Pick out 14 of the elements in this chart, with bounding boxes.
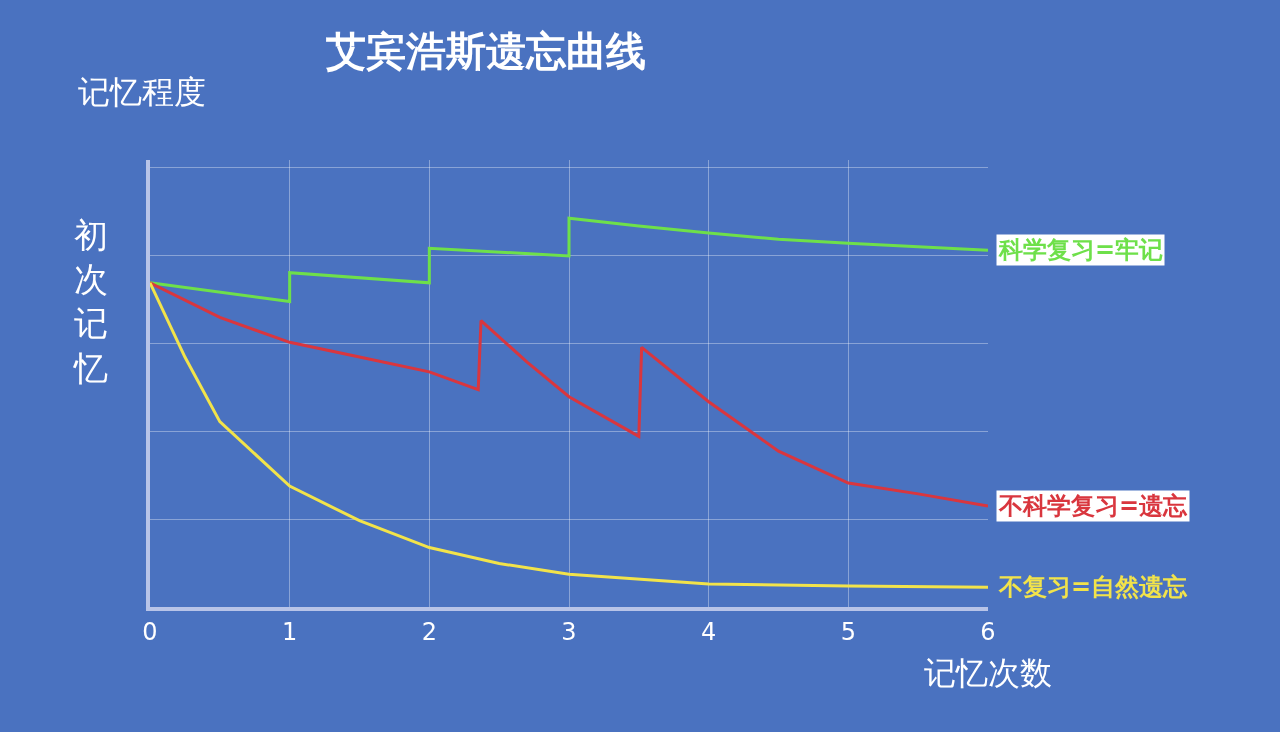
x-tick-label: 4 [701,617,717,646]
x-tick-label: 3 [561,617,577,646]
chart-title: 艾宾浩斯遗忘曲线 [326,27,647,74]
text: 初次记忆 [73,215,108,388]
x-tick-label: 5 [840,617,856,646]
x-tick-label: 1 [282,617,298,646]
series-label: 科学复习=牢记 [998,236,1164,264]
x-axis-title: 记忆次数 [924,654,1052,692]
series-label: 不复习=自然遗忘 [998,573,1189,601]
x-tick-label: 2 [421,617,437,646]
x-tick-label: 0 [142,617,158,646]
x-tick-label: 6 [980,617,996,646]
series-label: 不科学复习=遗忘 [998,492,1189,520]
y-axis-title: 记忆程度 [78,73,206,111]
